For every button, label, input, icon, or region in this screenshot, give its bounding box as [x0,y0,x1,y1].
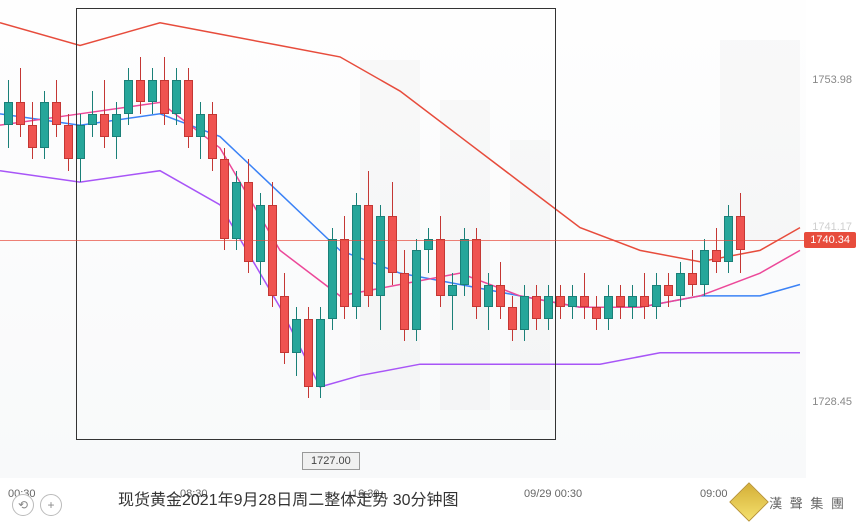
rewind-button[interactable]: ⟲ [12,494,34,516]
price-axis: 1753.98 1741.17 1728.45 1740.34 [806,0,856,478]
chart-area: 1727.00 [0,0,806,478]
zoom-button[interactable]: + [40,494,62,516]
current-price-tag: 1740.34 [804,232,856,248]
time-label: 09:00 [700,488,728,500]
low-price-marker: 1727.00 [302,452,360,470]
chart-title: 现货黄金2021年9月28日周二整体走势 30分钟图 [118,486,459,510]
logo-text: 漢 聲 集 團 [769,493,846,512]
current-price-line [0,240,806,241]
brand-logo: 漢 聲 集 團 [735,488,846,516]
price-label-low: 1728.45 [812,396,852,408]
time-label: 09/29 00:30 [524,488,582,500]
highlight-rectangle [76,8,556,440]
price-label-high: 1753.98 [812,74,852,86]
logo-diamond-icon [729,482,769,522]
bg-decoration [720,40,800,240]
